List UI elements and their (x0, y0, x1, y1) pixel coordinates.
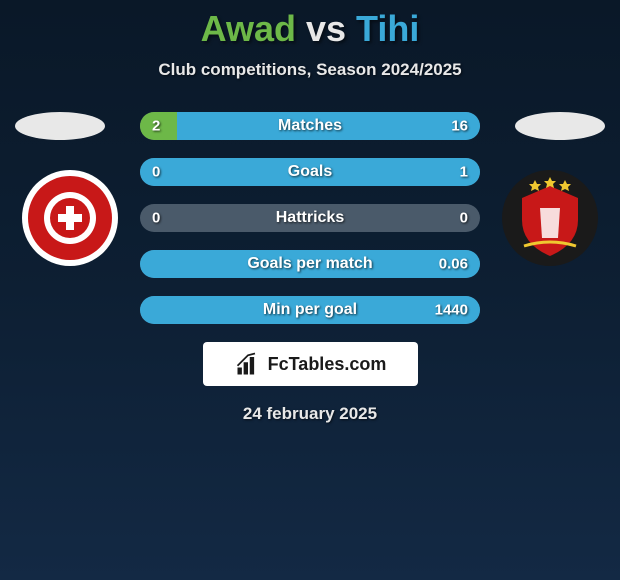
player2-club-badge (500, 168, 600, 268)
stat-value-right: 1440 (435, 302, 468, 319)
subtitle: Club competitions, Season 2024/2025 (0, 60, 620, 80)
logo-text: FcTables.com (268, 354, 387, 375)
stat-value-left: 0 (152, 210, 160, 227)
stat-label: Goals (140, 163, 480, 181)
stat-value-left: 2 (152, 118, 160, 135)
stat-label: Matches (140, 117, 480, 135)
stat-label: Min per goal (140, 301, 480, 319)
player1-avatar (15, 112, 105, 140)
stat-value-left: 0 (152, 164, 160, 181)
stat-row: Min per goal1440 (140, 296, 480, 324)
player1-name: Awad (201, 8, 296, 49)
chart-icon (234, 350, 262, 378)
date-text: 24 february 2025 (0, 404, 620, 424)
stat-value-right: 0.06 (439, 256, 468, 273)
stat-value-right: 0 (460, 210, 468, 227)
stat-label: Hattricks (140, 209, 480, 227)
stat-row: Matches2 16 (140, 112, 480, 140)
vs-text: vs (306, 8, 346, 49)
club-badge-icon (20, 168, 120, 268)
player2-name: Tihi (356, 8, 419, 49)
stat-label: Goals per match (140, 255, 480, 273)
stat-row: Goals0 1 (140, 158, 480, 186)
stat-row: Goals per match0.06 (140, 250, 480, 278)
stat-value-right: 1 (460, 164, 468, 181)
fctables-logo: FcTables.com (203, 342, 418, 386)
club-badge-icon (500, 168, 600, 268)
player2-avatar (515, 112, 605, 140)
comparison-title: Awad vs Tihi (0, 0, 620, 50)
content-area: Matches216Goals01Hattricks00Goals per ma… (0, 112, 620, 424)
stat-value-right: 16 (451, 118, 468, 135)
stat-row: Hattricks0 0 (140, 204, 480, 232)
player1-club-badge (20, 168, 120, 268)
stat-bars: Matches216Goals01Hattricks00Goals per ma… (140, 112, 480, 324)
